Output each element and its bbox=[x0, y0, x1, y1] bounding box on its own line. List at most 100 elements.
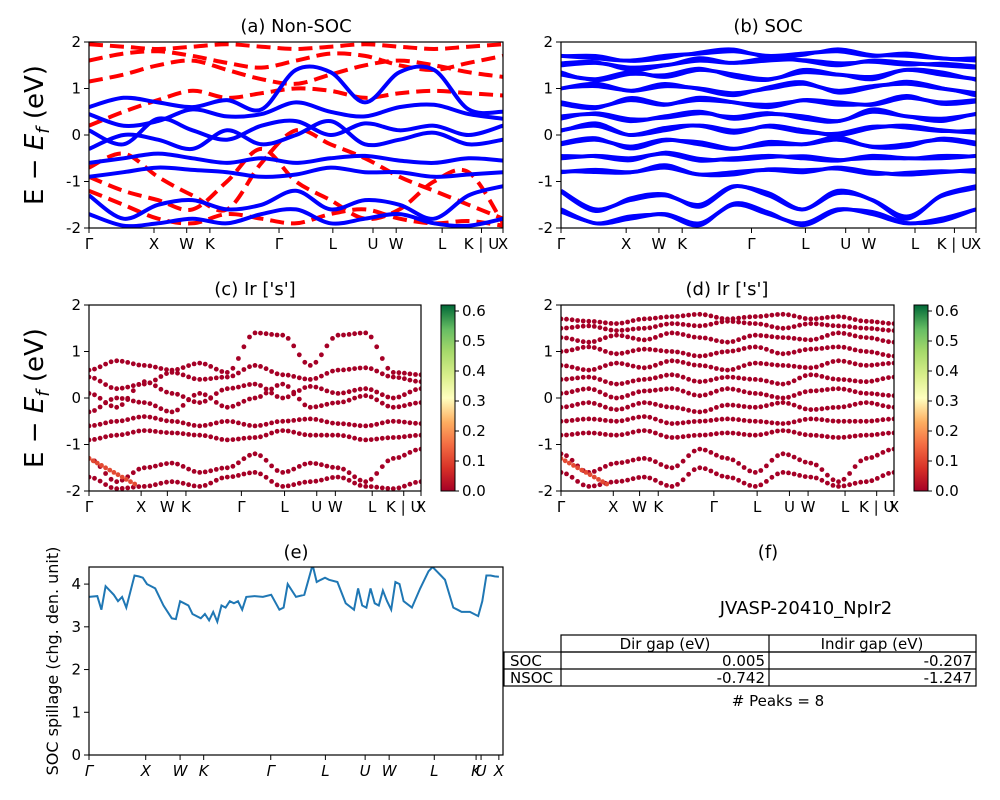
panel-b-xtick-label-10: X bbox=[971, 235, 981, 253]
panel-b-xtick-label-1: X bbox=[621, 235, 631, 253]
panel-c-point-5-22 bbox=[208, 434, 214, 440]
panel-d-point-3-37 bbox=[764, 346, 769, 352]
panel-c-point-5-42 bbox=[319, 432, 324, 438]
panel-d-point-7-58 bbox=[880, 403, 886, 409]
panel-e-xtick-label-9: K bbox=[471, 762, 482, 780]
panel-c-point-3-45 bbox=[335, 400, 341, 405]
panel-c-point-4-30 bbox=[252, 423, 258, 429]
panel-c-xtick-label-3: K bbox=[181, 498, 192, 516]
panel-c-point-5-7 bbox=[125, 431, 131, 436]
panel-d-point-9-23 bbox=[686, 433, 691, 439]
panel-b-title: (b) SOC bbox=[733, 16, 802, 37]
panel-d-point-2-12 bbox=[625, 334, 630, 340]
panel-d-point-1-3 bbox=[575, 324, 580, 330]
panel-d-point-4-51 bbox=[841, 358, 847, 364]
panel-d-point-0-20 bbox=[669, 314, 675, 319]
panel-d-point-2-40 bbox=[780, 335, 786, 340]
panel-d-point-1-7 bbox=[597, 325, 603, 330]
panel-d-point-4-32 bbox=[736, 365, 741, 370]
panel-a-ytick-label-0: -2 bbox=[66, 219, 81, 237]
panel-c-point-5-37 bbox=[291, 429, 297, 435]
panel-d-point-6-56 bbox=[869, 391, 875, 396]
panel-c-point-4-39 bbox=[302, 416, 308, 422]
panel-d-point-7-54 bbox=[858, 400, 864, 406]
panel-d-point-0-16 bbox=[647, 316, 653, 322]
panel-d-point-3-40 bbox=[780, 351, 786, 357]
panel-d-point-0-47 bbox=[819, 315, 825, 321]
panel-d-point-5-33 bbox=[741, 376, 747, 381]
panel-c-point-2-25 bbox=[224, 386, 230, 392]
panel-d-point-1-31 bbox=[730, 319, 736, 324]
panel-d-point-2-43 bbox=[797, 336, 802, 342]
panel-a-band-0-5 bbox=[89, 146, 503, 225]
panel-d-point-1-1 bbox=[564, 325, 569, 331]
panel-c-point-0-7 bbox=[125, 360, 131, 365]
panel-a-xtick-label-3: K bbox=[205, 235, 216, 253]
panel-b-xtick-label-8: L bbox=[911, 235, 920, 253]
panel-d-point-2-36 bbox=[758, 333, 764, 338]
panel-b-band-0-3 bbox=[561, 81, 976, 96]
panel-c-point-1-42 bbox=[319, 373, 324, 379]
panel-c-point-hi-9 bbox=[123, 477, 129, 482]
panel-d-point-10-21 bbox=[675, 463, 680, 469]
panel-c-point-1-12 bbox=[153, 377, 158, 383]
panel-d-point-11-37 bbox=[764, 479, 769, 484]
panel-d-point-0-17 bbox=[653, 315, 658, 321]
panel-d-point-6-45 bbox=[808, 388, 814, 394]
panel-c-point-4-12 bbox=[153, 415, 158, 421]
panel-c-point-0-36 bbox=[285, 336, 291, 341]
panel-a-xtick-label-10: X bbox=[498, 235, 508, 253]
panel-d-point-9-12 bbox=[625, 431, 630, 436]
panel-d-point-7-43 bbox=[797, 404, 802, 410]
panel-d-point-2-24 bbox=[691, 334, 697, 340]
panel-d-point-9-56 bbox=[869, 432, 875, 438]
panel-c-point-1-8 bbox=[130, 383, 136, 389]
panel-d-point-9-36 bbox=[758, 432, 764, 438]
panel-d-point-8-28 bbox=[714, 417, 719, 423]
panel-d-point-1-15 bbox=[641, 325, 647, 331]
panel-b-band-split-0-2 bbox=[561, 66, 976, 83]
panel-c-point-5-58 bbox=[407, 433, 413, 439]
panel-c-ytick-label-4: 2 bbox=[71, 296, 81, 314]
panel-c-point-7-18 bbox=[186, 482, 192, 488]
panel-c-point-7-50 bbox=[363, 484, 369, 489]
panel-c-point-2-13 bbox=[158, 386, 164, 392]
panel-d-point-1-19 bbox=[664, 321, 669, 327]
panel-c-point-0-3 bbox=[103, 361, 108, 367]
panel-d-point-1-4 bbox=[580, 323, 586, 329]
panel-d-point-2-11 bbox=[619, 333, 625, 339]
panel-d-point-11-3 bbox=[575, 479, 580, 484]
panel-c-point-7-38 bbox=[296, 480, 302, 486]
panel-d-point-10-6 bbox=[591, 469, 597, 474]
panel-d-point-8-15 bbox=[641, 414, 647, 419]
panel-d-point-4-20 bbox=[669, 358, 675, 364]
panel-d-point-4-45 bbox=[808, 365, 814, 371]
panel-d-point-6-1 bbox=[564, 390, 569, 396]
panel-c-point-5-19 bbox=[191, 432, 197, 438]
panel-c-point-hi-4 bbox=[103, 465, 108, 471]
panel-a-bands bbox=[89, 42, 503, 228]
panel-d-point-3-35 bbox=[752, 344, 758, 350]
panel-c-point-5-43 bbox=[324, 432, 330, 438]
panel-d-point-8-45 bbox=[808, 416, 814, 422]
panel-d-point-6-22 bbox=[680, 388, 686, 394]
panel-c-point-0-29 bbox=[247, 334, 252, 340]
panel-d-point-9-26 bbox=[702, 432, 708, 438]
panel-d-point-5-16 bbox=[647, 376, 653, 382]
panel-d-point-4-28 bbox=[714, 366, 719, 371]
panel-d-point-5-26 bbox=[702, 378, 708, 384]
panel-d-point-10-1 bbox=[564, 453, 569, 459]
panel-c-point-2-47 bbox=[346, 389, 352, 395]
panel-c-point-2-40 bbox=[307, 384, 313, 389]
panel-c-point-5-8 bbox=[130, 429, 136, 435]
panel-d-point-6-12 bbox=[625, 393, 630, 398]
panel-c-point-5-49 bbox=[357, 437, 363, 442]
panel-d-point-5-30 bbox=[725, 374, 730, 380]
panel-d-point-2-41 bbox=[786, 335, 791, 341]
panel-c-point-1-33 bbox=[269, 369, 274, 374]
panel-d-point-11-48 bbox=[825, 480, 830, 486]
panel-c-point-1-45 bbox=[335, 367, 341, 373]
panel-d-point-1-49 bbox=[830, 323, 836, 329]
panel-c-point-7-15 bbox=[169, 479, 175, 485]
panel-c-point-5-46 bbox=[341, 433, 346, 439]
